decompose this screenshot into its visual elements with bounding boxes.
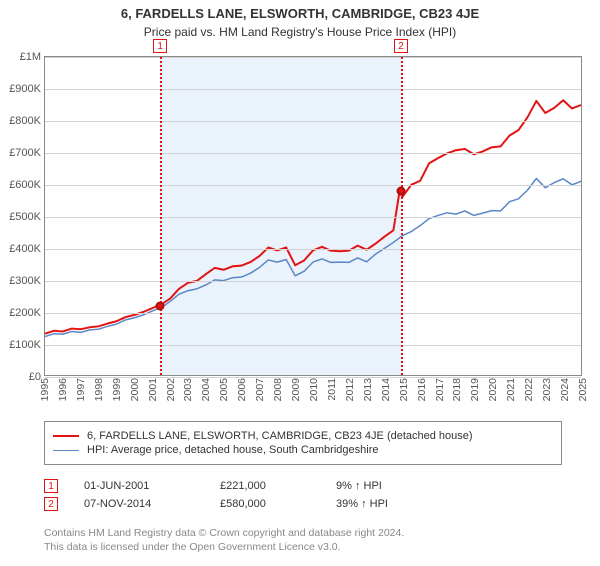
x-tick-label: 2000 bbox=[129, 378, 141, 401]
x-tick-label: 1998 bbox=[93, 378, 105, 401]
page-title: 6, FARDELLS LANE, ELSWORTH, CAMBRIDGE, C… bbox=[0, 6, 600, 21]
x-tick-label: 2008 bbox=[272, 378, 284, 401]
x-tick-label: 2024 bbox=[559, 378, 571, 401]
x-tick-label: 2012 bbox=[344, 378, 356, 401]
y-tick-label: £800K bbox=[9, 115, 41, 127]
y-gridline bbox=[45, 89, 581, 90]
y-tick-label: £600K bbox=[9, 179, 41, 191]
legend-swatch bbox=[53, 450, 79, 451]
footer: Contains HM Land Registry data © Crown c… bbox=[44, 526, 562, 554]
legend-item: HPI: Average price, detached house, Sout… bbox=[53, 444, 553, 456]
y-tick-label: £700K bbox=[9, 147, 41, 159]
x-tick-label: 2006 bbox=[236, 378, 248, 401]
x-tick-label: 2001 bbox=[147, 378, 159, 401]
reference-line bbox=[401, 57, 403, 375]
sale-delta: 9% ↑ HPI bbox=[336, 480, 382, 492]
x-tick-label: 2011 bbox=[326, 378, 338, 401]
y-gridline bbox=[45, 217, 581, 218]
x-tick-label: 2020 bbox=[487, 378, 499, 401]
y-gridline bbox=[45, 121, 581, 122]
reference-line bbox=[160, 57, 162, 375]
footer-line: This data is licensed under the Open Gov… bbox=[44, 540, 562, 554]
x-tick-label: 2023 bbox=[541, 378, 553, 401]
x-tick-label: 1995 bbox=[39, 378, 51, 401]
x-tick-label: 2013 bbox=[362, 378, 374, 401]
y-gridline bbox=[45, 153, 581, 154]
x-tick-label: 1999 bbox=[111, 378, 123, 401]
x-tick-label: 2002 bbox=[165, 378, 177, 401]
x-tick-label: 2021 bbox=[505, 378, 517, 401]
sale-row: 2 07-NOV-2014 £580,000 39% ↑ HPI bbox=[44, 497, 562, 511]
sale-price: £221,000 bbox=[220, 480, 310, 492]
x-tick-label: 2007 bbox=[254, 378, 266, 401]
series-svg bbox=[45, 57, 581, 375]
y-gridline bbox=[45, 281, 581, 282]
x-tick-label: 2014 bbox=[380, 378, 392, 401]
y-gridline bbox=[45, 313, 581, 314]
x-tick-label: 2015 bbox=[398, 378, 410, 401]
y-gridline bbox=[45, 345, 581, 346]
sale-marker-dot bbox=[396, 187, 405, 196]
y-tick-label: £400K bbox=[9, 243, 41, 255]
legend-label: 6, FARDELLS LANE, ELSWORTH, CAMBRIDGE, C… bbox=[87, 430, 473, 442]
sale-delta: 39% ↑ HPI bbox=[336, 498, 388, 510]
reference-marker-chip: 2 bbox=[394, 39, 408, 53]
x-tick-label: 2009 bbox=[290, 378, 302, 401]
price-chart: £0£100K£200K£300K£400K£500K£600K£700K£80… bbox=[44, 56, 582, 406]
y-tick-label: £100K bbox=[9, 339, 41, 351]
legend-label: HPI: Average price, detached house, Sout… bbox=[87, 444, 378, 456]
y-tick-label: £500K bbox=[9, 211, 41, 223]
sale-price: £580,000 bbox=[220, 498, 310, 510]
sale-events: 1 01-JUN-2001 £221,000 9% ↑ HPI 2 07-NOV-2014… bbox=[44, 475, 562, 515]
y-gridline bbox=[45, 249, 581, 250]
x-tick-label: 1997 bbox=[75, 378, 87, 401]
y-tick-label: £900K bbox=[9, 83, 41, 95]
x-tick-label: 1996 bbox=[57, 378, 69, 401]
y-gridline bbox=[45, 185, 581, 186]
reference-marker-chip: 1 bbox=[153, 39, 167, 53]
x-tick-label: 2004 bbox=[200, 378, 212, 401]
plot-area: £0£100K£200K£300K£400K£500K£600K£700K£80… bbox=[44, 56, 582, 376]
x-tick-label: 2019 bbox=[469, 378, 481, 401]
y-tick-label: £300K bbox=[9, 275, 41, 287]
page-subtitle: Price paid vs. HM Land Registry's House … bbox=[0, 25, 600, 39]
legend-swatch bbox=[53, 435, 79, 437]
sale-date: 07-NOV-2014 bbox=[84, 498, 194, 510]
x-tick-label: 2016 bbox=[416, 378, 428, 401]
x-tick-label: 2010 bbox=[308, 378, 320, 401]
footer-line: Contains HM Land Registry data © Crown c… bbox=[44, 526, 562, 540]
y-gridline bbox=[45, 57, 581, 58]
x-tick-label: 2022 bbox=[523, 378, 535, 401]
sale-row: 1 01-JUN-2001 £221,000 9% ↑ HPI bbox=[44, 479, 562, 493]
x-tick-label: 2005 bbox=[218, 378, 230, 401]
x-tick-label: 2003 bbox=[182, 378, 194, 401]
sale-chip: 1 bbox=[44, 479, 58, 493]
legend-item: 6, FARDELLS LANE, ELSWORTH, CAMBRIDGE, C… bbox=[53, 430, 553, 442]
sale-marker-dot bbox=[156, 302, 165, 311]
y-tick-label: £200K bbox=[9, 307, 41, 319]
x-tick-label: 2017 bbox=[434, 378, 446, 401]
x-tick-label: 2018 bbox=[451, 378, 463, 401]
legend: 6, FARDELLS LANE, ELSWORTH, CAMBRIDGE, C… bbox=[44, 421, 562, 465]
y-tick-label: £1M bbox=[20, 51, 41, 63]
sale-date: 01-JUN-2001 bbox=[84, 480, 194, 492]
sale-chip: 2 bbox=[44, 497, 58, 511]
x-tick-label: 2025 bbox=[577, 378, 589, 401]
